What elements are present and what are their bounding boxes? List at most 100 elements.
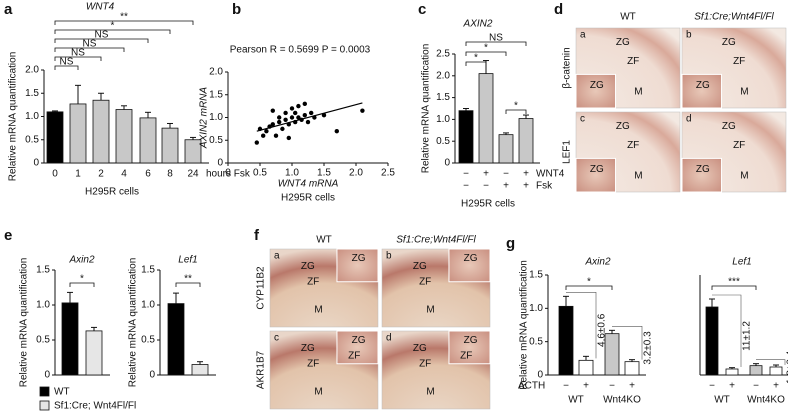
chart-title: Lef1 (178, 255, 197, 266)
significance-bracket (54, 65, 79, 70)
zone-label: ZG (301, 343, 315, 354)
condition-sign: + (483, 169, 489, 180)
y-tick-label: 1.0 (529, 303, 543, 314)
y-tick-label: 0 (44, 370, 50, 381)
panel-letter: a (4, 1, 13, 18)
condition-sign: − (753, 381, 759, 392)
significance-label: ** (120, 12, 128, 23)
zone-label: ZG (464, 253, 478, 264)
significance-bracket (175, 282, 201, 287)
bar (167, 303, 185, 376)
zone-label: ZF (733, 56, 745, 67)
condition-sign: − (463, 169, 469, 180)
tile-letter: d (686, 114, 692, 125)
significance-bracket (69, 282, 95, 287)
scatter-point (261, 133, 266, 138)
y-tick-label: 1.5 (36, 265, 50, 276)
scatter-point (321, 113, 327, 118)
significance-bracket (711, 285, 757, 290)
zone-label: ZG (301, 261, 315, 272)
x-tick-label: 8 (167, 169, 173, 180)
y-label: Relative mRNA quantification (519, 260, 530, 390)
significance-bracket (465, 41, 527, 46)
column-header: WT (620, 12, 636, 23)
significance-label: * (80, 274, 84, 285)
zone-label: ZG (722, 121, 736, 132)
chart-title: AXIN2 (463, 19, 493, 30)
legend-swatch (39, 386, 50, 397)
scatter-point (273, 133, 279, 138)
micrograph-inset (575, 157, 617, 193)
y-label: Relative mRNA quantification (19, 258, 30, 388)
row-label: LEF1 (562, 140, 573, 164)
y-tick-label: 1.5 (141, 265, 155, 276)
zone-label: ZF (627, 56, 639, 67)
zone-label: ZG (616, 121, 630, 132)
bar (161, 127, 179, 164)
tile-letter: b (386, 251, 392, 262)
y-tick-label: 0.5 (36, 335, 50, 346)
significance-bracket (565, 285, 613, 290)
fold-connector (566, 292, 597, 359)
scatter-point (296, 115, 301, 120)
condition-sign: + (503, 181, 509, 192)
bar (69, 103, 87, 164)
x-tick-label: 1.5 (317, 168, 331, 179)
bar (478, 73, 494, 164)
y-tick-label: 0 (149, 370, 155, 381)
zone-label: ZF (419, 358, 431, 369)
micrograph-inset (681, 157, 723, 193)
bar (46, 111, 64, 164)
zone-label: ZF (307, 358, 319, 369)
fold-connector (712, 294, 742, 367)
column-header: Sf1:Cre;Wnt4Fl/Fl (396, 235, 476, 246)
chart-title: Axin2 (68, 255, 94, 266)
zone-label: ZG (413, 343, 427, 354)
significance-bracket (54, 38, 149, 43)
x-tick-label: 1.0 (285, 168, 299, 179)
significance-label: * (514, 101, 518, 112)
condition-name: Fsk (536, 181, 553, 192)
bar (578, 359, 594, 376)
bar (705, 306, 719, 376)
zone-label: ZG (464, 335, 478, 346)
significance-label: *** (728, 277, 740, 288)
condition-sign: − (563, 381, 569, 392)
zone-label: ZF (419, 276, 431, 287)
zone-label: ZG (590, 164, 604, 175)
scatter-point (289, 106, 295, 111)
zone-label: M (634, 87, 642, 98)
significance-label: * (111, 21, 115, 32)
legend-swatch (39, 400, 50, 411)
scatter-point (254, 140, 259, 145)
chart-title: Lef1 (732, 257, 751, 268)
scatter-point (277, 119, 282, 125)
significance-bracket (54, 56, 102, 61)
scatter-point (289, 115, 295, 120)
x-tick-label: 6 (145, 169, 151, 180)
condition-sign: − (483, 181, 489, 192)
y-tick-label: 2.5 (436, 49, 450, 60)
scatter-point (293, 110, 298, 116)
condition-sign: − (503, 169, 509, 180)
fold-change-label: 3.2±0.3 (643, 331, 654, 365)
panel-letter: f (254, 227, 260, 244)
scatter-point (270, 122, 275, 127)
x-tick-label: 1 (75, 169, 81, 180)
y-label: Relative mRNA quantification (128, 258, 139, 388)
bar (604, 333, 620, 376)
significance-bracket (54, 47, 125, 52)
x-label: WNT4 mRNA (278, 179, 339, 190)
micrograph-inset (575, 73, 617, 109)
scatter-point (302, 101, 307, 107)
x-tick-label: 24 (187, 169, 199, 180)
significance-bracket (505, 109, 527, 114)
condition-sign: − (709, 381, 715, 392)
micrograph-inset (681, 73, 723, 109)
tile-letter: d (386, 333, 392, 344)
tile-letter: b (686, 30, 692, 41)
scatter-point (277, 115, 282, 120)
scatter-point (280, 126, 285, 132)
trend-line (256, 102, 363, 132)
